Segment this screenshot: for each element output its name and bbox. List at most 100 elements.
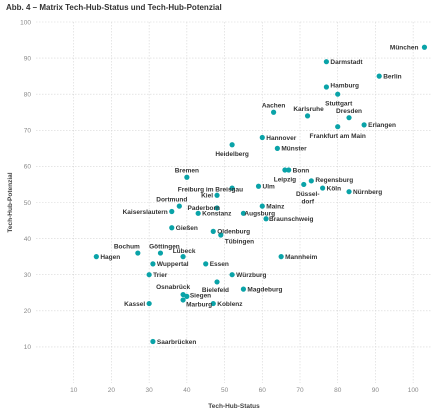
point-label: Essen (210, 261, 229, 268)
point-label: Lübeck (173, 248, 196, 255)
data-point (308, 178, 314, 184)
point-labels: München Darmstadt Berlin Hamburg Stuttgart Aa… (100, 45, 418, 346)
chart-title: Abb. 4 – Matrix Tech-Hub-Status und Tech… (6, 3, 222, 12)
x-tick-label: 30 (146, 387, 154, 394)
point-label: Köln (327, 185, 341, 192)
data-point (259, 203, 265, 209)
data-point (229, 272, 235, 278)
data-point (169, 208, 175, 215)
point-label: Bochum (114, 243, 140, 250)
point-label: Kiel (201, 193, 213, 200)
point-label: Konstanz (202, 211, 232, 218)
data-point (376, 73, 382, 79)
data-point (146, 272, 152, 278)
grid-lines (36, 21, 432, 383)
point-label: Siegen (190, 293, 211, 300)
point-label: Magdeburg (247, 286, 282, 293)
data-point (150, 338, 156, 345)
data-point (274, 145, 280, 151)
point-label: Göttingen (149, 243, 180, 250)
data-point (320, 185, 326, 191)
data-point (240, 286, 247, 292)
point-label: Paderborn (188, 205, 221, 212)
data-point (203, 261, 209, 267)
point-label: Frankfurt am Main (310, 133, 366, 140)
data-point (184, 293, 190, 299)
point-label: Erlangen (368, 122, 396, 129)
point-label: Saarbrücken (157, 339, 196, 346)
data-point (169, 225, 175, 231)
data-point (195, 210, 201, 216)
data-points (93, 44, 428, 345)
point-label: Freiburg im Breisgau (178, 186, 243, 193)
data-point (93, 254, 99, 260)
data-point (282, 167, 288, 173)
data-point (255, 183, 262, 189)
y-axis-label: Tech-Hub-Potenzial (7, 172, 14, 232)
point-label: Gießen (176, 225, 198, 232)
x-tick-label: 50 (221, 387, 229, 394)
y-tick-label: 40 (24, 236, 32, 243)
data-point (135, 250, 141, 256)
point-label: Kaiserslautern (123, 209, 168, 216)
data-point (157, 250, 164, 256)
data-point (323, 84, 329, 90)
y-tick-label: 10 (24, 344, 32, 351)
point-label: Stuttgart (325, 101, 353, 108)
point-label: Augsburg (244, 211, 275, 218)
y-tick-label: 60 (24, 164, 32, 171)
y-tick-label: 30 (24, 272, 32, 279)
data-point (263, 216, 269, 222)
point-label: Aachen (262, 103, 286, 110)
data-point (346, 115, 352, 121)
data-point (218, 232, 224, 238)
data-point (286, 167, 292, 173)
point-label: Heidelberg (215, 151, 249, 158)
data-point (271, 109, 277, 115)
x-tick-label: 90 (372, 387, 380, 394)
data-point (176, 203, 182, 209)
data-point (304, 113, 311, 119)
data-point (361, 122, 367, 128)
point-label: Leipzig (274, 176, 296, 183)
point-label: Nürnberg (353, 189, 382, 196)
axis-titles: Tech-Hub-Status Tech-Hub-Potenzial (7, 172, 260, 410)
data-point (214, 192, 220, 198)
data-point (346, 189, 352, 195)
point-label: Darmstadt (330, 59, 363, 66)
y-tick-label: 90 (24, 55, 32, 62)
point-label: Ulm (263, 184, 276, 191)
x-tick-label: 40 (183, 387, 191, 394)
y-tick-label: 80 (24, 92, 32, 99)
y-tick-label: 20 (24, 308, 32, 315)
x-tick-label: 20 (108, 387, 116, 394)
point-label: Koblenz (217, 301, 243, 308)
point-label: Tübingen (225, 238, 254, 245)
data-point (229, 185, 235, 191)
data-point (335, 91, 341, 97)
data-point (301, 181, 307, 188)
point-label: Trier (153, 272, 168, 279)
y-tick-label: 100 (20, 19, 31, 26)
point-label: Marburg (186, 301, 212, 308)
y-tick-label: 70 (24, 128, 32, 135)
point-label: München (390, 45, 419, 52)
data-point (180, 297, 186, 303)
data-point (214, 279, 220, 285)
data-point (210, 228, 216, 234)
point-label: Düssel-dorf (296, 191, 319, 206)
tick-labels: 10 20 30 40 50 60 70 80 90 100 10 20 30 40 50 60 70 80 90 1… (20, 19, 419, 394)
data-point (180, 254, 186, 260)
point-label: Regensburg (315, 177, 353, 184)
x-tick-label: 10 (70, 387, 78, 394)
point-label: Hannover (266, 135, 296, 142)
point-label: Mannheim (285, 254, 317, 261)
point-label: Münster (281, 146, 307, 153)
point-label: Mainz (266, 203, 285, 210)
point-label: Bremen (175, 168, 199, 175)
point-label: Hagen (100, 254, 120, 261)
point-label: Berlin (383, 73, 401, 80)
point-label: Kassel (124, 301, 145, 308)
point-label: Oldenburg (217, 229, 250, 236)
